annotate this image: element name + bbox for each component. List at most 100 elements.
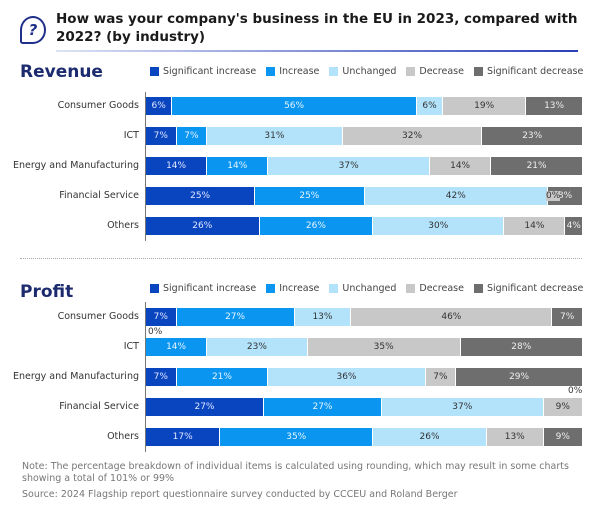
category-label: Others — [107, 431, 139, 442]
section-divider — [20, 258, 582, 259]
legend-item: Significant increase — [150, 283, 256, 294]
stacked-bar: 26% 26% 30% 14% 4% — [146, 217, 583, 235]
category-label: Energy and Manufacturing — [13, 160, 139, 171]
legend-swatch — [150, 67, 159, 76]
legend-label: Increase — [279, 283, 320, 294]
bar-segment: 9% — [543, 398, 583, 416]
bar-segment: 27% — [176, 308, 295, 326]
legend-swatch — [150, 284, 159, 293]
legend-item: Unchanged — [329, 66, 396, 77]
bar-segment: 19% — [443, 97, 527, 115]
legend-swatch — [473, 284, 483, 293]
bar-segment: 35% — [307, 338, 461, 356]
category-label: Financial Service — [59, 401, 139, 412]
bar-segment: 7% — [146, 127, 177, 145]
category-label: Energy and Manufacturing — [13, 371, 139, 382]
legend-label: Unchanged — [342, 66, 397, 77]
legend-swatch — [406, 284, 416, 293]
bar-segment: 13% — [486, 428, 544, 446]
title-underline — [56, 50, 578, 52]
profit-title: Profit — [20, 282, 74, 302]
bar-segment: 25% — [146, 187, 256, 205]
bar-segment: 14% — [146, 338, 208, 356]
bar-segment: 4% — [565, 217, 583, 235]
stacked-bar: 6% 56% 6% 19% 13% — [146, 97, 583, 115]
legend: Significant increase Increase Unchanged Dec… — [150, 283, 583, 294]
bar-segment: 29% — [456, 368, 583, 386]
legend-item: Unchanged — [329, 283, 396, 294]
bar-segment: 32% — [342, 127, 483, 145]
bar-segment: 23% — [207, 338, 308, 356]
legend-swatch — [266, 67, 276, 76]
source-note: Source: 2024 Flagship report questionnai… — [22, 489, 458, 500]
legend-item: Increase — [266, 283, 319, 294]
bar-segment: 14% — [430, 157, 492, 175]
category-label: Consumer Goods — [57, 311, 139, 322]
stacked-bar: 25% 25% 42% 8% — [146, 187, 583, 205]
bar-segment: 13% — [294, 308, 352, 326]
legend: Significant increase Increase Unchanged Dec… — [150, 66, 583, 77]
legend-item: Significant decrease — [473, 66, 584, 77]
legend-item: Decrease — [406, 283, 464, 294]
legend-swatch — [266, 284, 276, 293]
bar-segment: 13% — [526, 97, 583, 115]
category-label: Consumer Goods — [57, 100, 139, 111]
legend-item: Significant decrease — [473, 283, 584, 294]
bar-segment: 30% — [373, 217, 505, 235]
bar-segment-label-zero: 0% — [546, 191, 561, 201]
bar-segment: 26% — [259, 217, 374, 235]
legend-swatch — [473, 67, 483, 76]
bar-segment: 9% — [543, 428, 583, 446]
bar-segment: 6% — [146, 97, 173, 115]
category-label: Others — [107, 220, 139, 231]
bar-segment-label-zero: 0% — [148, 327, 163, 337]
bar-segment: 7% — [176, 127, 208, 145]
legend-swatch — [406, 67, 416, 76]
axis-line — [145, 302, 146, 452]
legend-label: Increase — [279, 66, 320, 77]
chart-title: How was your company's business in the E… — [56, 11, 578, 45]
legend-swatch — [329, 67, 339, 76]
stacked-bar: 14% 14% 37% 14% 21% — [146, 157, 583, 175]
bar-segment: 27% — [146, 398, 264, 416]
bar-segment: 21% — [491, 157, 583, 175]
category-label: Financial Service — [59, 190, 139, 201]
legend-label: Decrease — [419, 66, 464, 77]
legend-label: Significant increase — [163, 66, 257, 77]
bar-segment: 17% — [146, 428, 221, 446]
bar-segment: 56% — [172, 97, 417, 115]
footnote: Note: The percentage breakdown of indivi… — [22, 461, 569, 484]
bar-segment: 7% — [552, 308, 583, 326]
bar-segment: 42% — [364, 187, 549, 205]
stacked-bar: 14% 23% 35% 28% — [146, 338, 583, 356]
bar-segment: 27% — [263, 398, 382, 416]
bar-segment-label-zero: 0% — [568, 386, 583, 396]
bar-segment: 23% — [482, 127, 583, 145]
bar-segment: 14% — [207, 157, 269, 175]
legend-label: Unchanged — [342, 283, 397, 294]
category-label: ICT — [123, 341, 139, 352]
bar-segment: 37% — [268, 157, 431, 175]
stacked-bar: 7% 21% 36% 7% 29% — [146, 368, 583, 386]
bar-segment: 26% — [146, 217, 260, 235]
bar-segment: 7% — [425, 368, 457, 386]
bar-segment: 7% — [146, 368, 177, 386]
stacked-bar: 17% 35% 26% 13% 9% — [146, 428, 583, 446]
legend-swatch — [329, 284, 339, 293]
bar-segment: 37% — [381, 398, 544, 416]
bar-segment: 6% — [416, 97, 444, 115]
bar-segment: 14% — [146, 157, 208, 175]
stacked-bar: 7% 27% 13% 46% 7% — [146, 308, 583, 326]
bar-segment: 35% — [220, 428, 374, 446]
bar-segment: 26% — [373, 428, 487, 446]
bar-segment: 31% — [207, 127, 343, 145]
bar-segment: 46% — [351, 308, 553, 326]
axis-line — [145, 92, 146, 241]
bar-segment: 14% — [504, 217, 566, 235]
legend-label: Significant decrease — [486, 66, 584, 77]
legend-item: Significant increase — [150, 66, 256, 77]
stacked-bar: 7% 7% 31% 32% 23% — [146, 127, 583, 145]
bar-segment: 25% — [255, 187, 365, 205]
legend-label: Significant decrease — [486, 283, 584, 294]
